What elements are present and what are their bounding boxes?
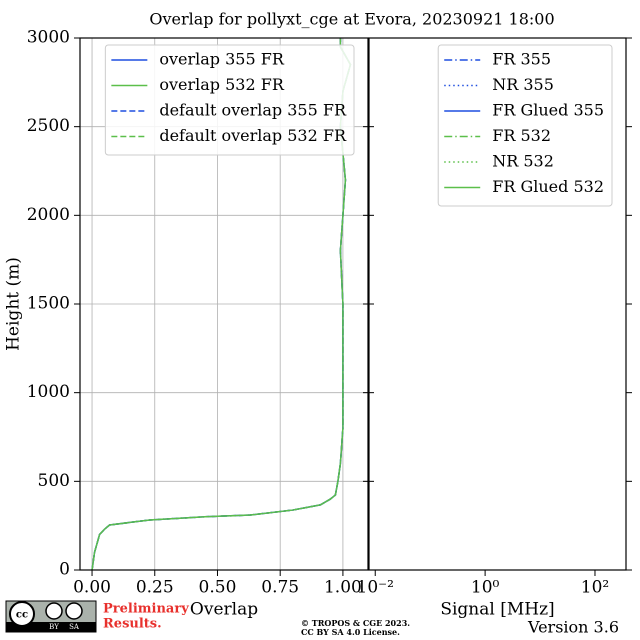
x-tick-label: 10⁻²: [357, 578, 394, 598]
y-tick-label: 1000: [27, 382, 70, 402]
panel: 10⁻² 10⁰ 10² Signal [MHz] FR 355 NR 355 FR Glu…: [357, 37, 632, 620]
legend-box: [437, 44, 613, 207]
legend-box: [104, 44, 355, 156]
y-tick-label: 3000: [27, 28, 70, 48]
x-tick-label: 10⁰: [471, 578, 500, 598]
data-line: [91, 38, 352, 571]
svg-text:BY: BY: [49, 623, 59, 631]
plot-frame: [368, 37, 627, 571]
y-tick-label: 0: [59, 560, 70, 580]
preliminary-note: Results.: [103, 617, 162, 632]
legend: overlap 355 FR overlap 532 FR default over…: [104, 44, 355, 156]
legend-label: overlap 355 FR: [159, 50, 285, 69]
legend-label: FR Glued 355: [492, 101, 604, 120]
legend-label: NR 532: [492, 152, 554, 171]
x-tick-label: 10²: [581, 578, 609, 598]
preliminary-note: Preliminary: [103, 602, 189, 617]
x-tick-label: 1.00: [324, 578, 362, 598]
cc-logo: cc BY SA: [5, 600, 97, 633]
y-tick-label: 1500: [27, 294, 70, 314]
legend-label: NR 355: [492, 75, 554, 94]
x-tick-label: 0.25: [136, 578, 174, 598]
x-axis-label: Overlap: [190, 600, 258, 620]
license: CC BY SA 4.0 License.: [301, 627, 400, 637]
y-tick-label: 2000: [27, 205, 70, 225]
legend-label: default overlap 532 FR: [159, 126, 347, 145]
x-axis-label: Signal [MHz]: [440, 600, 554, 620]
y-tick-label: 2500: [27, 116, 70, 136]
y-tick-label: 500: [38, 471, 70, 491]
version: Version 3.6: [527, 618, 619, 637]
y-axis-label: Height (m): [4, 257, 24, 351]
legend-label: overlap 532 FR: [159, 75, 285, 94]
chart-title: Overlap for pollyxt_cge at Evora, 202309…: [149, 10, 554, 29]
copyright: © TROPOS & CGE 2023.: [301, 618, 410, 628]
panel: 0 500 1000 1500 2000 2500 3000 0.00 0.25 0.50 0.75…: [4, 28, 374, 620]
legend-label: default overlap 355 FR: [159, 101, 347, 120]
legend: FR 355 NR 355 FR Glued 355 FR 532 NR 532 FR G…: [437, 44, 613, 207]
legend-label: FR 355: [492, 50, 551, 69]
legend-label: FR 532: [492, 126, 551, 145]
x-tick-label: 0.50: [199, 578, 237, 598]
svg-text:cc: cc: [16, 610, 28, 621]
x-tick-label: 0.75: [261, 578, 299, 598]
legend-label: FR Glued 532: [492, 177, 604, 196]
x-tick-label: 0.00: [73, 578, 111, 598]
svg-text:SA: SA: [69, 623, 80, 631]
